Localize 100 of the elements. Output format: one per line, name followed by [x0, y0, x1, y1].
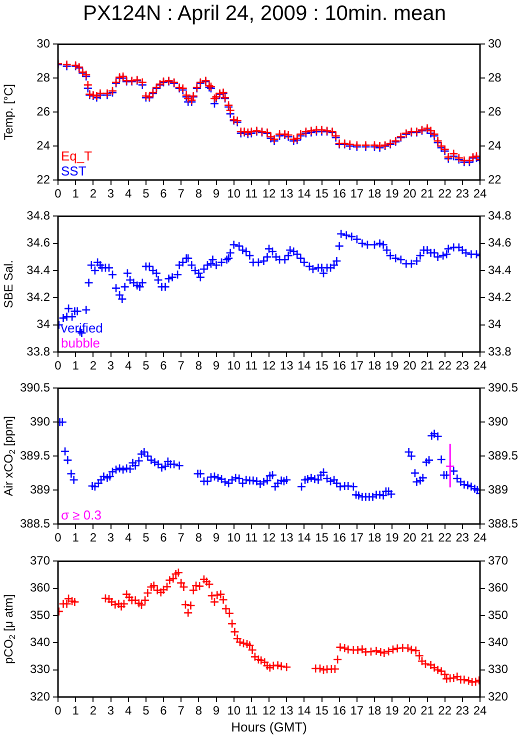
- y2-tick-label: 330: [488, 662, 508, 676]
- x-tick-label: 6: [160, 704, 168, 718]
- y2-tick-label: 28: [488, 70, 502, 84]
- x-tick-label: 4: [124, 704, 132, 718]
- x-tick-label: 16: [332, 358, 346, 373]
- y2-tick-label: 340: [488, 634, 508, 649]
- x-tick-label: 9: [212, 358, 220, 373]
- x-tick-label: 7: [178, 186, 185, 201]
- x-tick-label: 14: [297, 530, 312, 545]
- x-tick-label: 8: [195, 704, 202, 718]
- y2-tick-label: 370: [488, 554, 508, 568]
- y-tick-label: 33.8: [26, 344, 50, 358]
- x-tick-label: 11: [245, 530, 258, 545]
- x-tick-label: 5: [142, 530, 150, 545]
- text: σ ≥ 0.3: [61, 508, 102, 523]
- y-tick-label: 34: [36, 317, 50, 332]
- y-tick-label: 389.5: [20, 448, 50, 462]
- x-tick-label: 19: [385, 530, 400, 545]
- y-tick-label: 330: [30, 662, 50, 676]
- x-tick-label: 20: [402, 530, 417, 545]
- y-tick-label: 34.2: [26, 290, 50, 304]
- y-axis-title: pCO2 [μ atm]: [1, 594, 17, 664]
- y-tick-label: 388.5: [20, 516, 50, 530]
- x-tick-label: 17: [350, 186, 364, 201]
- x-tick-label: 8: [195, 358, 202, 373]
- x-tick-label: 0: [54, 358, 62, 373]
- x-tick-label: 10: [227, 530, 241, 545]
- x-tick-label: 0: [54, 704, 62, 718]
- x-tick-label: 6: [160, 530, 168, 545]
- y-tick-label: 30: [36, 36, 50, 51]
- y2-tick-label: 26: [488, 104, 502, 118]
- y-tick-label: 390: [30, 414, 50, 428]
- x-tick-label: 15: [315, 186, 329, 201]
- y2-tick-label: 33.8: [488, 344, 512, 358]
- y-tick-label: 22: [36, 172, 50, 186]
- x-tick-label: 13: [280, 530, 294, 545]
- y-tick-label: 370: [30, 554, 50, 568]
- y2-tick-label: 390: [488, 414, 508, 428]
- y2-tick-label: 350: [488, 608, 508, 622]
- x-tick-label: 18: [368, 704, 382, 718]
- x-tick-label: 10: [227, 186, 241, 201]
- x-tick-label: 3: [107, 186, 114, 201]
- x-tick-label: 11: [245, 358, 258, 373]
- y-tick-label: 26: [36, 104, 50, 118]
- y-tick-label: 34.6: [26, 236, 50, 250]
- x-tick-label: 20: [402, 704, 417, 718]
- y-axis-title: SBE Sal.: [1, 260, 16, 308]
- y2-tick-label: 22: [488, 172, 502, 186]
- x-tick-label: 9: [212, 530, 220, 545]
- x-tick-label: 23: [456, 358, 470, 373]
- x-tick-label: 23: [456, 186, 470, 201]
- x-tick-label: 17: [350, 530, 364, 545]
- x-tick-label: 6: [160, 186, 168, 201]
- x-tick-label: 1: [72, 704, 80, 718]
- y-tick-label: 389: [30, 482, 50, 496]
- x-tick-label: 11: [245, 186, 258, 201]
- legend-label: bubble: [61, 336, 100, 351]
- x-tick-label: 3: [107, 358, 114, 373]
- y-tick-label: 24: [36, 138, 50, 152]
- y2-tick-label: 388.5: [488, 516, 518, 530]
- text: Eq_T: [61, 148, 92, 164]
- x-tick-label: 2: [90, 530, 97, 545]
- x-tick-label: 13: [280, 358, 294, 373]
- y2-tick-label: 34.8: [488, 208, 512, 223]
- x-tick-label: 0: [54, 186, 62, 201]
- y-tick-label: 360: [30, 580, 50, 595]
- x-tick-label: 24: [473, 530, 487, 545]
- x-tick-label: 24: [473, 186, 487, 201]
- x-tick-label: 7: [178, 530, 185, 545]
- x-tick-label: 22: [438, 358, 452, 373]
- x-tick-label: 14: [297, 186, 312, 201]
- y-tick-label: 390.5: [20, 380, 50, 395]
- y-tick-label: 34.8: [26, 208, 50, 223]
- x-tick-label: 16: [332, 530, 346, 545]
- x-tick-label: 12: [262, 186, 276, 201]
- x-tick-label: 22: [438, 186, 452, 201]
- x-tick-label: 23: [456, 704, 470, 718]
- x-tick-label: 1: [72, 530, 80, 545]
- x-tick-label: 16: [332, 704, 346, 718]
- x-tick-label: 24: [473, 358, 487, 373]
- y2-tick-label: 390.5: [488, 380, 518, 395]
- x-tick-label: 19: [385, 704, 400, 718]
- x-tick-label: 1: [72, 358, 80, 373]
- x-tick-label: 2: [90, 186, 97, 201]
- y-tick-label: 350: [30, 608, 50, 622]
- y2-tick-label: 34: [488, 317, 502, 332]
- x-tick-label: 7: [178, 704, 185, 718]
- x-tick-label: 9: [212, 704, 220, 718]
- x-tick-label: 13: [280, 186, 294, 201]
- y-axis-title: Temp. [°C]: [1, 84, 16, 140]
- x-tick-label: 11: [245, 704, 258, 718]
- x-tick-label: 2: [90, 358, 97, 373]
- x-tick-label: 4: [124, 186, 132, 201]
- x-axis-title: Hours (GMT): [231, 720, 307, 735]
- x-tick-label: 13: [280, 704, 294, 718]
- x-tick-label: 10: [227, 704, 241, 718]
- x-tick-label: 12: [262, 530, 276, 545]
- x-tick-label: 3: [107, 704, 114, 718]
- x-tick-label: 15: [315, 358, 329, 373]
- x-tick-label: 4: [124, 530, 132, 545]
